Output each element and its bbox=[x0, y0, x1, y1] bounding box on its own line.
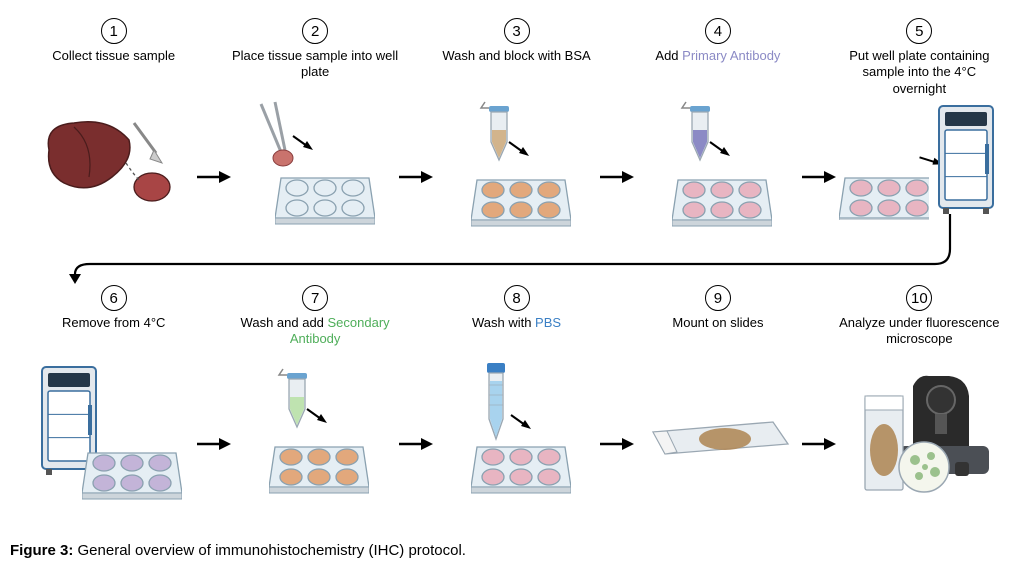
graphic-tube-tan-plate bbox=[437, 100, 597, 230]
step-label: Place tissue sample into well plate bbox=[231, 48, 398, 96]
row-bottom: 6 Remove from 4°C 7 Wash and add Secondary… bbox=[0, 285, 1033, 497]
bottom-step-10: 10 Analyze under fluorescence microscope bbox=[836, 285, 1003, 497]
step-number-circle: 3 bbox=[504, 18, 530, 44]
top-step-4: 4 Add Primary Antibody bbox=[634, 18, 801, 230]
graphic-slide-flat bbox=[638, 367, 798, 497]
step-label: Wash and block with BSA bbox=[442, 48, 590, 96]
caption-label: Figure 3: bbox=[10, 542, 73, 559]
step-number-circle: 7 bbox=[302, 285, 328, 311]
step-label: Analyze under fluorescence microscope bbox=[836, 315, 1003, 363]
figure-caption: Figure 3: General overview of immunohist… bbox=[10, 542, 466, 559]
step-label-part: Wash and add bbox=[241, 315, 328, 330]
flow-arrow-icon bbox=[600, 169, 634, 190]
step-number-circle: 9 bbox=[705, 285, 731, 311]
step-number-circle: 1 bbox=[101, 18, 127, 44]
step-label: Collect tissue sample bbox=[52, 48, 175, 96]
step-number-circle: 10 bbox=[906, 285, 932, 311]
graphic-tube-green-plate bbox=[235, 367, 395, 497]
bottom-step-6: 6 Remove from 4°C bbox=[30, 285, 197, 497]
step-label: Remove from 4°C bbox=[62, 315, 165, 363]
flow-arrow-icon bbox=[802, 169, 836, 190]
bottom-step-9: 9 Mount on slides bbox=[634, 285, 801, 497]
step-label: Put well plate containing sample into th… bbox=[836, 48, 1003, 97]
step-label-part: Place tissue sample into well plate bbox=[232, 48, 398, 79]
step-label: Wash and add Secondary Antibody bbox=[231, 315, 398, 363]
graphic-tube-purple-plate bbox=[638, 100, 798, 230]
step-label-part: Primary Antibody bbox=[682, 48, 780, 63]
step-number-circle: 8 bbox=[504, 285, 530, 311]
step-label-part: Wash and block with BSA bbox=[442, 48, 590, 63]
top-step-2: 2 Place tissue sample into well plate bbox=[231, 18, 398, 230]
graphic-fridge-plate bbox=[34, 367, 194, 497]
flow-arrow-icon bbox=[399, 169, 433, 190]
step-label-part: PBS bbox=[535, 315, 561, 330]
top-step-1: 1 Collect tissue sample bbox=[30, 18, 197, 230]
step-label: Mount on slides bbox=[672, 315, 763, 363]
step-number-circle: 2 bbox=[302, 18, 328, 44]
top-step-3: 3 Wash and block with BSA bbox=[433, 18, 600, 230]
bottom-step-7: 7 Wash and add Secondary Antibody bbox=[231, 285, 398, 497]
flow-arrow-icon bbox=[399, 436, 433, 457]
graphic-conical-plate bbox=[437, 367, 597, 497]
row-top: 1 Collect tissue sample 2 Place tissue sam… bbox=[0, 18, 1033, 231]
bottom-step-8: 8 Wash with PBS bbox=[433, 285, 600, 497]
step-label-part: Put well plate containing sample into th… bbox=[849, 48, 989, 96]
step-number-circle: 5 bbox=[906, 18, 932, 44]
step-label-part: Mount on slides bbox=[672, 315, 763, 330]
step-label-part: Collect tissue sample bbox=[52, 48, 175, 63]
step-label-part: Remove from 4°C bbox=[62, 315, 165, 330]
graphic-tweezers-plate bbox=[235, 100, 395, 230]
flow-arrow-icon bbox=[197, 436, 231, 457]
flow-arrow-icon bbox=[600, 436, 634, 457]
top-step-5: 5 Put well plate containing sample into t… bbox=[836, 18, 1003, 231]
graphic-liver bbox=[34, 100, 194, 230]
protocol-diagram: 1 Collect tissue sample 2 Place tissue sam… bbox=[0, 0, 1033, 520]
graphic-microscope-slide bbox=[839, 367, 999, 497]
flow-arrow-icon bbox=[197, 169, 231, 190]
step-label: Add Primary Antibody bbox=[655, 48, 780, 96]
step-number-circle: 4 bbox=[705, 18, 731, 44]
step-label: Wash with PBS bbox=[472, 315, 561, 363]
graphic-plate-into-fridge bbox=[839, 101, 999, 231]
step-label-part: Wash with bbox=[472, 315, 535, 330]
step-label-part: Add bbox=[655, 48, 682, 63]
step-label-part: Analyze under fluorescence microscope bbox=[839, 315, 999, 346]
step-number-circle: 6 bbox=[101, 285, 127, 311]
flow-arrow-icon bbox=[802, 436, 836, 457]
caption-text: General overview of immunohistochemistry… bbox=[73, 542, 466, 559]
